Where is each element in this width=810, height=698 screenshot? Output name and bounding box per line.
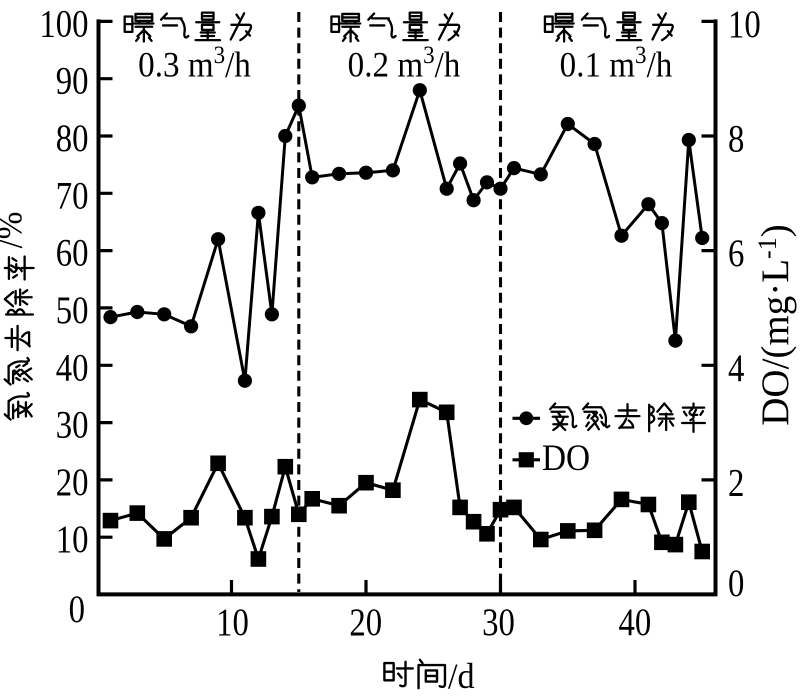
svg-text:0: 0 [728,561,744,604]
svg-text:0.1 m3/h: 0.1 m3/h [560,42,673,85]
svg-text:/d: /d [448,656,475,696]
svg-text:0: 0 [69,587,85,630]
svg-text:40: 40 [56,346,89,389]
svg-text:70: 70 [56,174,89,217]
svg-text:20: 20 [349,600,382,643]
svg-text:4: 4 [728,346,744,389]
svg-text:20: 20 [56,460,89,503]
svg-text:10: 10 [56,518,89,561]
svg-text:80: 80 [56,116,89,159]
svg-text:10: 10 [216,600,249,643]
svg-text:60: 60 [56,231,89,274]
svg-text:30: 30 [482,600,515,643]
svg-text:DO: DO [542,437,590,478]
svg-text:2: 2 [728,461,744,504]
svg-text:/%: /% [0,212,30,249]
svg-text:100: 100 [39,2,88,45]
svg-text:8: 8 [728,117,744,160]
svg-text:10: 10 [728,2,761,45]
svg-text:90: 90 [56,59,89,102]
svg-text:40: 40 [619,600,652,643]
svg-text:50: 50 [56,288,89,331]
svg-text:30: 30 [56,403,89,446]
svg-text:0.3 m3/h: 0.3 m3/h [138,42,251,85]
svg-text:0.2 m3/h: 0.2 m3/h [348,42,461,85]
svg-text:6: 6 [728,231,744,274]
